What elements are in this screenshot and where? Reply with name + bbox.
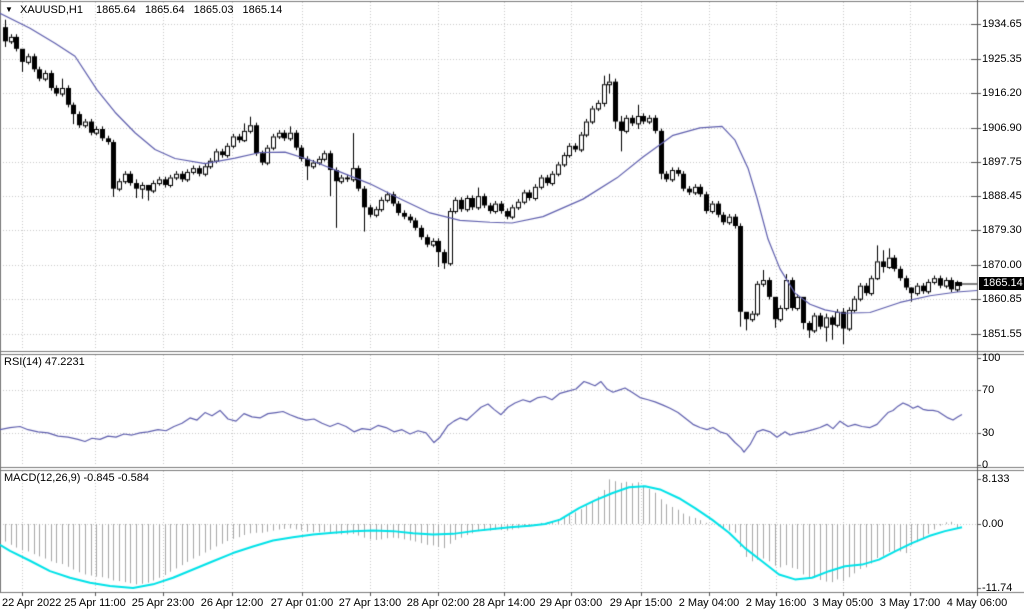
time-axis-label: 25 Apr 11:00 [64,597,126,609]
rsi-axis-label: 100 [982,352,1001,364]
chart-header: ▼ XAUUSD,H1 1865.64 1865.64 1865.03 1865… [5,3,288,17]
price-axis-label: 1888.45 [982,190,1022,202]
rsi-indicator-label: RSI(14) 47.2231 [4,356,85,369]
symbol-dropdown-icon[interactable]: ▼ [5,5,13,14]
price-axis-label: 1906.90 [982,122,1022,134]
quote-close: 1865.14 [242,4,283,16]
price-axis-label: 1870.00 [982,259,1022,271]
macd-value: -0.845 [83,472,115,484]
time-axis-label: 27 Apr 01:00 [270,597,334,609]
time-axis-label: 2 May 04:00 [678,597,740,609]
price-axis-label: 1860.85 [982,293,1022,305]
macd-indicator-label: MACD(12,26,9) -0.845 -0.584 [4,472,149,485]
rsi-axis-label: 70 [982,384,995,396]
time-axis-label: 4 May 06:00 [946,597,1008,609]
time-axis-label: 29 Apr 15:00 [609,597,673,609]
quote-high: 1865.64 [144,4,185,16]
price-axis-label: 1934.65 [982,18,1022,30]
time-axis-label: 29 Apr 03:00 [539,597,603,609]
time-axis-label: 27 Apr 13:00 [338,597,402,609]
macd-axis-label: 0.00 [982,518,1004,530]
macd-axis-label: 8.133 [982,473,1010,485]
macd-name: MACD(12,26,9) [4,472,81,484]
price-axis-label: 1897.75 [982,156,1022,168]
price-axis-label: 1851.55 [982,328,1022,340]
quote-low: 1865.03 [193,4,234,16]
time-axis-label: 3 May 05:00 [812,597,874,609]
price-axis-label: 1879.30 [982,224,1022,236]
current-price-badge: 1865.14 [979,277,1024,290]
rsi-axis-label: 0 [982,459,989,471]
macd-axis-label: -11.74 [982,582,1013,594]
time-axis-label: 25 Apr 23:00 [131,597,195,609]
macd-signal-value: -0.584 [117,472,149,484]
price-axis-label: 1925.35 [982,53,1022,65]
time-axis-label: 2 May 16:00 [745,597,807,609]
quote-open: 1865.64 [96,4,136,16]
rsi-axis-label: 30 [982,427,995,439]
rsi-name: RSI(14) [4,356,42,368]
symbol-period-label: XAUUSD,H1 [19,4,83,16]
time-axis-label: 26 Apr 12:00 [200,597,264,609]
price-axis-label: 1916.20 [982,87,1022,99]
time-axis-label: 22 Apr 2022 [2,597,62,609]
time-axis-label: 28 Apr 02:00 [406,597,470,609]
time-axis-label: 3 May 17:00 [879,597,941,609]
time-axis-label: 28 Apr 14:00 [472,597,536,609]
rsi-value: 47.2231 [44,356,85,368]
